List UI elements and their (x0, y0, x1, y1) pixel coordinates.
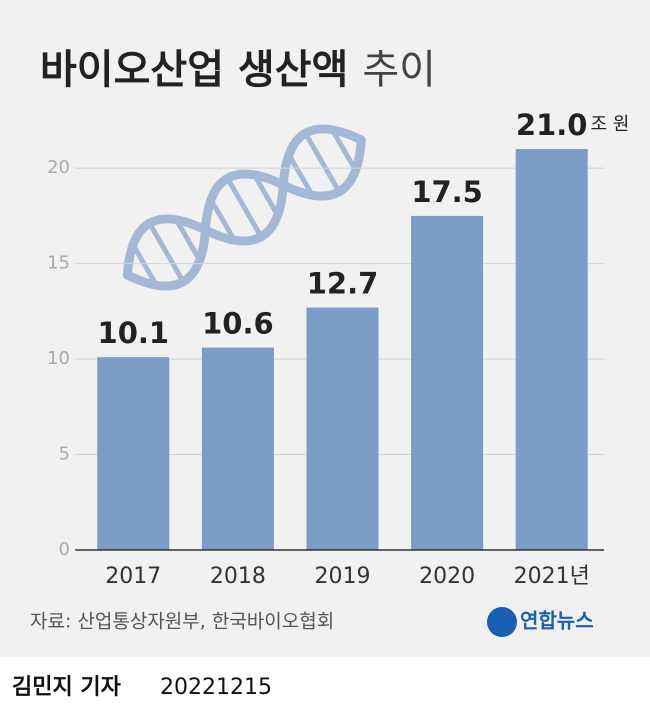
chart-title-suffix: 추이 (362, 47, 436, 93)
value-label: 21.0 (516, 108, 588, 142)
bar (97, 357, 170, 550)
y-tick-label: 5 (59, 444, 70, 465)
value-label: 10.6 (202, 307, 274, 341)
bar (306, 307, 379, 550)
logo-mark (487, 607, 517, 637)
logo: 연합뉴스 (487, 607, 594, 637)
logo-text: 연합뉴스 (520, 609, 594, 633)
y-tick-label: 15 (47, 253, 70, 274)
bar (411, 215, 484, 550)
source: 자료: 산업통상자원부, 한국바이오협회 (30, 611, 334, 633)
x-tick-label: 2021년 (514, 564, 590, 589)
bar (201, 347, 274, 550)
chart-title: 바이오산업 생산액 (40, 47, 348, 93)
y-tick-label: 10 (47, 348, 70, 369)
unit-label: 조 원 (590, 114, 629, 135)
value-label: 12.7 (307, 267, 379, 301)
bar (515, 149, 588, 550)
x-tick-label: 2017 (105, 564, 161, 589)
value-label: 10.1 (98, 316, 170, 350)
footer-background (0, 657, 650, 717)
x-tick-label: 2020 (419, 564, 475, 589)
value-label: 17.5 (411, 175, 483, 209)
date: 20221215 (160, 675, 272, 700)
x-tick-label: 2018 (210, 564, 266, 589)
y-tick-label: 0 (59, 539, 70, 560)
x-tick-label: 2019 (315, 564, 371, 589)
reporter: 김민지 기자 (12, 675, 122, 700)
y-tick-label: 20 (47, 157, 70, 178)
dna-illustration (122, 124, 366, 291)
